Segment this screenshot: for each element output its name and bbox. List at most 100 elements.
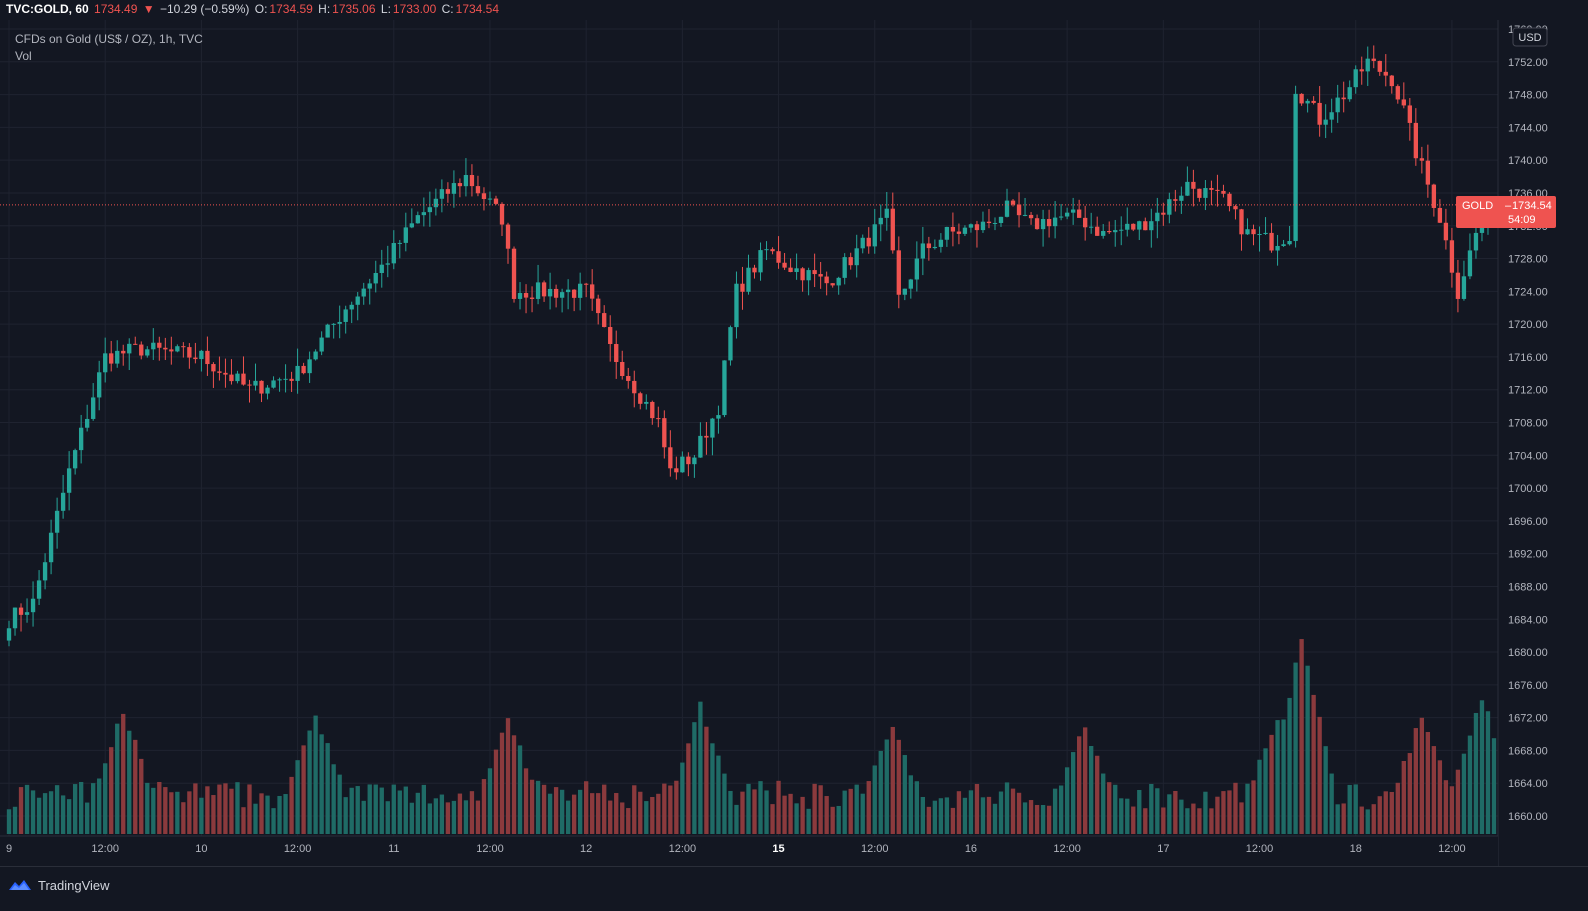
volume-bar	[475, 800, 481, 834]
candle-body	[800, 268, 805, 281]
currency-button[interactable]: USD	[1512, 27, 1548, 47]
volume-bar	[836, 805, 841, 834]
y-tick-label: 1692.00	[1508, 549, 1548, 561]
price-axis-bg	[1498, 20, 1588, 866]
candle-body	[1365, 58, 1370, 72]
volume-bar	[1281, 719, 1286, 834]
volume-bar	[932, 800, 938, 834]
candle-body	[1107, 231, 1112, 233]
candle-body	[746, 267, 751, 292]
symbol-header-bar: TVC:GOLD, 60 1734.49 ▼ −10.29 (−0.59%) O…	[0, 0, 1588, 18]
candle-body	[836, 277, 841, 286]
volume-bar	[18, 787, 24, 834]
volume-bar	[884, 739, 889, 834]
candle-body	[181, 346, 186, 348]
candle-body	[620, 361, 625, 376]
volume-bar	[337, 774, 342, 834]
candle-body	[1425, 160, 1431, 185]
candle-body	[944, 226, 950, 240]
candle-body	[319, 337, 324, 352]
candle-series	[6, 45, 1497, 647]
volume-bar	[78, 781, 84, 834]
candle-body	[1083, 217, 1088, 228]
volume-bar	[259, 793, 264, 834]
candle-body	[54, 510, 60, 533]
candle-body	[157, 342, 162, 348]
volume-bar	[1137, 789, 1142, 834]
candle-body	[986, 221, 992, 224]
volume-bar	[433, 798, 439, 834]
volume-bar	[1323, 746, 1328, 834]
volume-bar	[1389, 791, 1394, 834]
x-tick-label: 12:00	[669, 843, 697, 855]
y-tick-label: 1700.00	[1508, 483, 1548, 495]
legend-volume[interactable]: Vol	[15, 49, 32, 63]
candle-body	[127, 343, 132, 354]
volume-bar	[590, 793, 595, 834]
candle-body	[1251, 229, 1256, 235]
high-label: H:	[318, 2, 331, 16]
candle-body	[872, 224, 877, 247]
volume-bar	[698, 701, 703, 834]
y-tick-label: 1660.00	[1508, 811, 1548, 823]
volume-bar	[24, 784, 30, 834]
candle-body	[307, 359, 312, 374]
volume-bar	[343, 797, 348, 834]
candle-body	[265, 387, 270, 394]
tag-price: 1734.54	[1512, 200, 1552, 212]
candle-body	[878, 217, 883, 225]
candle-body	[1233, 206, 1238, 210]
volume-bar	[890, 726, 895, 834]
candle-body	[1275, 245, 1280, 251]
candle-body	[1305, 100, 1310, 104]
volume-bar	[1161, 807, 1166, 834]
volume-bar	[1119, 798, 1124, 834]
candle-body	[42, 562, 48, 581]
candle-body	[590, 284, 595, 299]
candle-body	[1335, 97, 1340, 113]
volume-bar	[1275, 720, 1280, 834]
chart-grid	[0, 20, 1498, 836]
candle-body	[1359, 69, 1364, 72]
volume-bar	[1335, 804, 1340, 834]
volume-bar	[1413, 728, 1419, 834]
volume-bar	[295, 760, 300, 834]
candle-body	[1395, 86, 1400, 100]
candle-body	[1004, 200, 1010, 217]
candle-body	[1389, 75, 1394, 87]
volume-bar	[956, 791, 962, 834]
volume-bar	[782, 795, 787, 834]
volume-bar	[145, 782, 150, 834]
candle-body	[674, 468, 679, 473]
volume-bar	[229, 788, 234, 834]
candle-body	[517, 293, 523, 299]
candle-body	[1064, 212, 1070, 217]
volume-bar	[596, 793, 601, 834]
y-tick-label: 1744.00	[1508, 122, 1548, 134]
volume-bar	[541, 784, 547, 834]
y-tick-label: 1688.00	[1508, 581, 1548, 593]
candle-body	[313, 351, 318, 360]
candle-body	[271, 380, 276, 388]
candle-body	[523, 293, 529, 298]
symbol-ticker[interactable]: TVC:GOLD, 60	[6, 2, 89, 16]
volume-bar	[1437, 760, 1443, 834]
x-tick-label: 12:00	[1246, 843, 1274, 855]
candle-body	[1383, 71, 1388, 76]
candle-body	[343, 309, 348, 322]
volume-bar	[1365, 809, 1370, 834]
legend-title[interactable]: CFDs on Gold (US$ / OZ), 1h, TVC	[15, 32, 203, 46]
candle-body	[932, 246, 938, 249]
volume-bar	[529, 779, 535, 834]
volume-bar	[427, 803, 433, 834]
candle-body	[193, 357, 198, 360]
volume-bar	[361, 800, 366, 834]
brand[interactable]: TradingView	[8, 875, 110, 895]
candle-body	[84, 418, 90, 428]
volume-bar	[1383, 791, 1388, 834]
volume-bar	[1227, 790, 1232, 834]
price-chart[interactable]: 1760.001752.001748.001744.001740.001736.…	[0, 0, 1588, 866]
close-label: C:	[441, 2, 454, 16]
candle-body	[1479, 224, 1485, 233]
x-tick-label: 18	[1350, 843, 1362, 855]
